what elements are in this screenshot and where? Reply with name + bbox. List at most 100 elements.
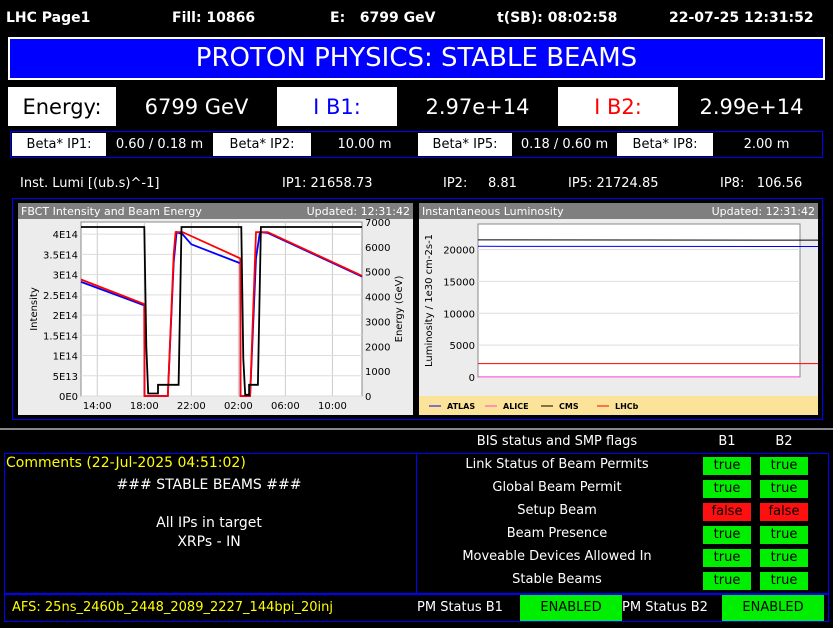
bis-flag-b2: true: [760, 549, 808, 567]
series-line-2: [81, 226, 362, 396]
y2-tick-label: 7000: [365, 218, 390, 229]
bis-flag-b1: true: [703, 572, 751, 590]
inst-lumi-label: Inst. Lumi [(ub.s)^-1]: [20, 176, 160, 191]
bis-flag-b2: true: [760, 457, 808, 475]
bis-flag-label: Global Beam Permit: [492, 480, 622, 495]
ib1-value: 2.97e+14: [397, 87, 558, 126]
x-tick-label: 10:00: [318, 401, 347, 412]
comment-line: ### STABLE BEAMS ###: [116, 477, 302, 493]
plot-area: [80, 221, 363, 397]
bis-flag-b1: true: [703, 526, 751, 544]
bis-flag-label: Beam Presence: [506, 526, 608, 541]
charts-container: [12, 198, 823, 420]
lumi-ip2: IP2: 8.81: [443, 176, 517, 191]
energy-label: Energy:: [8, 87, 116, 126]
fbct-chart-panel: FBCT Intensity and Beam Energy Updated: 1…: [18, 203, 413, 415]
y2-tick-label: 1000: [365, 367, 390, 378]
energy-value: 6799 GeV: [116, 87, 277, 126]
chart-updated: Updated: 12:31:42: [307, 205, 410, 218]
page-name: LHC Page1: [6, 10, 91, 26]
header-energy: E: 6799 GeV: [330, 10, 436, 26]
legend-label: CMS: [559, 402, 579, 411]
instantaneous-luminosity-chart: Instantaneous Luminosity Updated: 12:31:4…: [419, 203, 833, 415]
y2-tick-label: 3000: [365, 317, 390, 328]
legend-label: LHCb: [615, 402, 639, 411]
y-tick-label: 0: [469, 373, 475, 384]
y-tick-label: 0E0: [59, 392, 78, 403]
x-tick-label: 18:00: [130, 401, 159, 412]
beta-ip8-value: 2.00 m: [713, 133, 820, 156]
bis-title: BIS status and SMP flags: [476, 434, 638, 449]
stable-beams-time: t(SB): 08:02:58: [497, 10, 618, 26]
bis-flag-label: Setup Beam: [517, 503, 597, 518]
bis-flag-b1: true: [703, 549, 751, 567]
y-tick-label: 2E14: [53, 311, 78, 322]
y2-tick-label: 5000: [365, 268, 390, 279]
beta-ip2-label: Beta* IP2:: [213, 133, 311, 156]
beta-star-row: Beta* IP1: 0.60 / 0.18 m Beta* IP2: 10.0…: [10, 131, 823, 158]
x-tick-label: 02:00: [224, 401, 253, 412]
bis-flag-b2: true: [760, 526, 808, 544]
comments-title: Comments (22-Jul-2025 04:51:02): [6, 455, 246, 471]
y2-tick-label: 2000: [365, 342, 390, 353]
separator: [0, 428, 833, 430]
ib2-label: I B2:: [558, 87, 678, 126]
bis-flag-b1: true: [703, 480, 751, 498]
y-tick-label: 4E14: [53, 230, 78, 241]
lumi-ip1: IP1: 21658.73: [282, 176, 373, 191]
bis-flag-label: Link Status of Beam Permits: [465, 457, 649, 472]
bis-flag-b2: true: [760, 572, 808, 590]
bis-flag-b2: true: [760, 480, 808, 498]
beta-ip5-label: Beta* IP5:: [418, 133, 512, 156]
x-tick-label: 06:00: [271, 401, 300, 412]
beam-mode-banner: PROTON PHYSICS: STABLE BEAMS: [8, 37, 825, 80]
x-tick-label: 22:00: [177, 401, 206, 412]
bis-flag-b2: false: [760, 503, 808, 521]
afs-filling-scheme: AFS: 25ns_2460b_2448_2089_2227_144bpi_20…: [12, 600, 333, 615]
lumi-ip8: IP8: 106.56: [720, 176, 803, 191]
y-tick-label: 1E14: [53, 352, 78, 363]
y-tick-label: 3.5E14: [43, 250, 78, 261]
chart-updated: Updated: 12:31:42: [712, 205, 815, 218]
bis-b1-header: B1: [718, 434, 736, 449]
comment-line: XRPs - IN: [177, 534, 241, 550]
beta-ip1-label: Beta* IP1:: [12, 133, 106, 156]
y2-tick-label: 6000: [365, 243, 390, 254]
plot-area: [477, 223, 801, 378]
comment-line: All IPs in target: [156, 515, 262, 531]
y2-tick-label: 0: [365, 392, 371, 403]
x-tick-label: 14:00: [83, 401, 112, 412]
pm-b2-status: ENABLED: [722, 595, 824, 621]
y-tick-label: 3E14: [53, 271, 78, 282]
pm-b1-status: ENABLED: [520, 595, 622, 621]
pm-b2-label: PM Status B2: [622, 600, 708, 615]
bis-flag-label: Stable Beams: [512, 572, 602, 587]
beta-ip2-value: 10.00 m: [311, 133, 418, 156]
legend-bar: [419, 396, 818, 415]
bis-flag-b1: false: [703, 503, 751, 521]
y-axis-label: Intensity: [29, 287, 40, 331]
y-tick-label: 20000: [443, 246, 475, 257]
chart-title-bar: [419, 203, 818, 219]
series-line-1: [80, 231, 363, 397]
luminosity-chart-panel: Instantaneous Luminosity Updated: 12:31:4…: [419, 203, 833, 415]
beta-ip8-label: Beta* IP8:: [617, 133, 713, 156]
y-tick-label: 5000: [450, 341, 475, 352]
ib2-value: 2.99e+14: [678, 87, 825, 126]
y2-tick-label: 4000: [365, 293, 390, 304]
footer: [4, 594, 829, 622]
bis-flag-label: Moveable Devices Allowed In: [462, 549, 652, 564]
y-tick-label: 5E13: [53, 372, 78, 383]
y-tick-label: 10000: [443, 309, 475, 320]
y-axis-label: Luminosity / 1e30 cm-2s-1: [424, 234, 435, 367]
legend-label: ALICE: [503, 402, 529, 411]
chart-title: Instantaneous Luminosity: [422, 205, 564, 218]
header-datetime: 22-07-25 12:31:52: [669, 10, 814, 26]
y2-axis-label: Energy (GeV): [394, 276, 405, 343]
lower-divider: [416, 453, 417, 594]
bis-b2-header: B2: [775, 434, 793, 449]
fbct-intensity-energy-chart: FBCT Intensity and Beam Energy Updated: 1…: [18, 203, 413, 412]
pm-b1-label: PM Status B1: [417, 600, 503, 615]
beta-ip5-value: 0.18 / 0.60 m: [512, 133, 617, 156]
lumi-ip5: IP5: 21724.85: [568, 176, 659, 191]
